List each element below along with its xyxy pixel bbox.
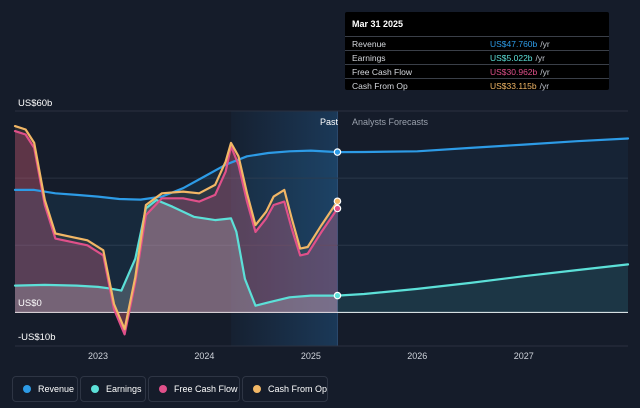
tooltip-row-earnings: Earnings US$5.022b/yr (345, 50, 609, 64)
y-label-bottom: -US$10b (18, 332, 56, 343)
revenue-dot-icon (23, 385, 31, 393)
past-label: Past (320, 117, 339, 127)
legend-cash-from-op[interactable]: Cash From Op (242, 376, 328, 402)
legend-revenue[interactable]: Revenue (12, 376, 78, 402)
tooltip-row-cfo: Cash From Op US$33.115b/yr (345, 78, 609, 92)
series-line (336, 137, 630, 154)
series-area (15, 131, 338, 335)
tooltip-value: US$47.760b/yr (490, 39, 550, 49)
series-area (15, 126, 338, 330)
series-line (13, 125, 339, 331)
tooltip-value: US$33.115b/yr (490, 81, 550, 91)
data-point (333, 204, 342, 213)
x-tick-label: 2023 (88, 351, 108, 361)
fcf-dot-icon (159, 385, 167, 393)
tooltip-value: US$30.962b/yr (490, 67, 550, 77)
tooltip-value: US$5.022b/yr (490, 53, 545, 63)
x-tick-label: 2026 (407, 351, 427, 361)
legend-label: Cash From Op (268, 384, 328, 394)
tooltip-label: Revenue (352, 39, 387, 49)
y-label-top: US$60b (18, 98, 52, 109)
tooltip-row-revenue: Revenue US$47.760b/yr (345, 36, 609, 50)
x-tick-label: 2027 (514, 351, 534, 361)
tooltip-date: Mar 31 2025 (352, 19, 404, 29)
legend-label: Free Cash Flow (174, 384, 238, 394)
forecast-label: Analysts Forecasts (352, 117, 429, 127)
legend-earnings[interactable]: Earnings (80, 376, 146, 402)
series-line (13, 130, 339, 336)
tooltip-label: Earnings (352, 53, 386, 63)
series-area (15, 200, 338, 313)
earnings-dot-icon (91, 385, 99, 393)
series-line (336, 263, 630, 297)
legend-free-cash-flow[interactable]: Free Cash Flow (148, 376, 240, 402)
data-point (333, 291, 342, 300)
x-tick-label: 2025 (301, 351, 321, 361)
cfo-dot-icon (253, 385, 261, 393)
y-label-zero: US$0 (18, 298, 42, 309)
tooltip-label: Cash From Op (352, 81, 408, 91)
x-tick-label: 2024 (194, 351, 214, 361)
data-tooltip: Mar 31 2025 Revenue US$47.760b/yr Earnin… (345, 12, 609, 92)
tooltip-row-fcf: Free Cash Flow US$30.962b/yr (345, 64, 609, 78)
series-area (337, 138, 628, 313)
series-line (13, 198, 339, 307)
legend-label: Revenue (38, 384, 75, 394)
legend-label: Earnings (106, 384, 142, 394)
series-area (15, 150, 338, 313)
series-area (337, 264, 628, 313)
data-point (333, 148, 342, 156)
tooltip-label: Free Cash Flow (352, 67, 412, 77)
data-point (333, 197, 342, 206)
